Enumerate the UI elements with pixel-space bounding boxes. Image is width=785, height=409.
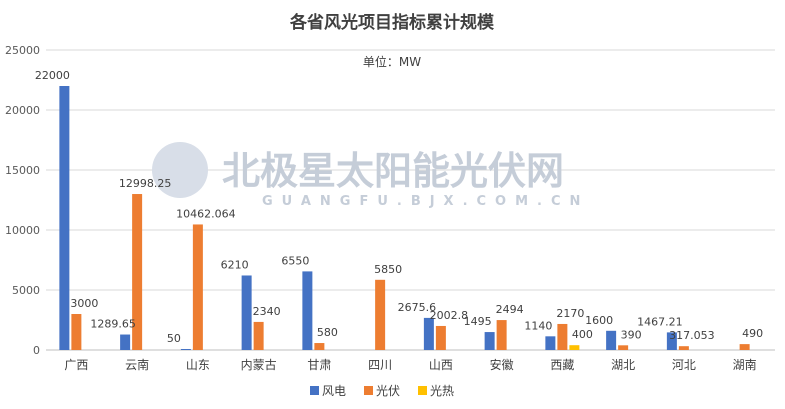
chart-subtitle: 单位：MW — [363, 54, 421, 69]
y-tick-label: 20000 — [5, 104, 40, 117]
legend-label: 光热 — [430, 384, 454, 398]
watermark: 北极星太阳能光伏网 GUANGFU.BJX.COM.CN — [152, 142, 589, 209]
data-label: 1495 — [464, 315, 492, 328]
x-tick-label: 安徽 — [490, 357, 514, 372]
bar-光伏-甘肃 — [314, 343, 325, 350]
data-label: 5850 — [374, 263, 402, 276]
legend: 风电 光伏 光热 — [310, 384, 454, 398]
data-label: 1600 — [585, 314, 613, 327]
x-tick-label: 西藏 — [550, 358, 574, 372]
data-label: 2675.6 — [398, 301, 437, 314]
y-tick-label: 15000 — [5, 164, 40, 177]
y-tick-label: 0 — [33, 344, 40, 357]
chart-title: 各省风光项目指标累计规模 — [289, 12, 495, 33]
watermark-subtext: GUANGFU.BJX.COM.CN — [262, 194, 589, 209]
bar-光伏-湖北 — [618, 345, 629, 350]
data-label: 50 — [167, 332, 181, 345]
bar-光伏-湖南 — [739, 344, 750, 350]
bar-光伏-内蒙古 — [253, 321, 264, 350]
x-tick-label: 山东 — [186, 358, 210, 372]
x-tick-label: 甘肃 — [307, 358, 331, 372]
data-label: 12998.25 — [119, 177, 172, 190]
y-tick-label: 5000 — [12, 284, 40, 297]
bar-光伏-山东 — [192, 224, 203, 350]
bar-风电-山东 — [180, 349, 191, 350]
data-label: 2170 — [556, 307, 584, 320]
x-tick-label: 湖北 — [611, 357, 635, 372]
bars — [59, 86, 750, 350]
x-tick-label: 四川 — [368, 358, 392, 372]
x-tick-label: 山西 — [429, 358, 453, 372]
legend-label: 光伏 — [376, 384, 400, 398]
bar-光伏-安徽 — [496, 320, 507, 350]
bar-光伏-山西 — [435, 325, 446, 350]
bar-风电-安徽 — [484, 332, 495, 350]
bar-风电-广西 — [59, 86, 70, 350]
data-label: 317.053 — [669, 329, 715, 342]
bar-风电-山西 — [423, 317, 434, 350]
bar-风电-湖北 — [606, 330, 617, 350]
watermark-logo-circle — [152, 142, 208, 198]
x-tick-label: 云南 — [125, 357, 149, 372]
bar-光伏-河北 — [678, 346, 689, 350]
x-tick-label: 广西 — [64, 358, 88, 372]
data-label: 3000 — [70, 297, 98, 310]
data-label: 2494 — [496, 303, 524, 316]
data-label: 490 — [742, 327, 763, 340]
x-tick-label: 河北 — [672, 358, 696, 372]
data-label: 1140 — [524, 319, 552, 332]
bar-风电-内蒙古 — [241, 275, 252, 350]
data-label: 580 — [317, 326, 338, 339]
y-tick-label: 10000 — [5, 224, 40, 237]
data-label: 2340 — [253, 305, 281, 318]
data-label: 400 — [572, 328, 593, 341]
data-label: 1467.21 — [637, 315, 683, 328]
watermark-text: 北极星太阳能光伏网 — [222, 149, 564, 193]
x-tick-label: 内蒙古 — [241, 357, 277, 372]
data-labels: 22000 1289.65 50 6210 6550 2675.6 1495 1140 1600… — [35, 69, 763, 345]
bar-光伏-西藏 — [557, 323, 568, 350]
bar-光伏-广西 — [71, 314, 82, 350]
data-label: 6550 — [281, 254, 309, 267]
y-tick-label: 25000 — [5, 44, 40, 57]
bar-风电-甘肃 — [302, 271, 313, 350]
data-label: 390 — [621, 328, 642, 341]
bar-风电-河北 — [666, 332, 677, 350]
legend-label: 风电 — [322, 384, 346, 398]
bar-风电-西藏 — [545, 336, 556, 350]
data-label: 2002.8 — [430, 309, 469, 322]
bar-光热-西藏 — [569, 345, 580, 350]
bar-风电-云南 — [120, 334, 131, 350]
data-label: 6210 — [221, 258, 249, 271]
legend-swatch — [364, 386, 373, 395]
legend-swatch — [310, 386, 319, 395]
bar-光伏-云南 — [132, 194, 143, 350]
x-tick-label: 湖南 — [733, 357, 757, 372]
data-label: 1289.65 — [90, 318, 136, 331]
axes: 0 5000 10000 15000 20000 25000 广西 云南 山东 内蒙古 甘肃 四川 山西… — [5, 44, 775, 372]
data-label: 22000 — [35, 69, 70, 82]
legend-swatch — [418, 386, 427, 395]
data-label: 10462.064 — [176, 207, 236, 220]
bar-光伏-四川 — [375, 279, 386, 350]
